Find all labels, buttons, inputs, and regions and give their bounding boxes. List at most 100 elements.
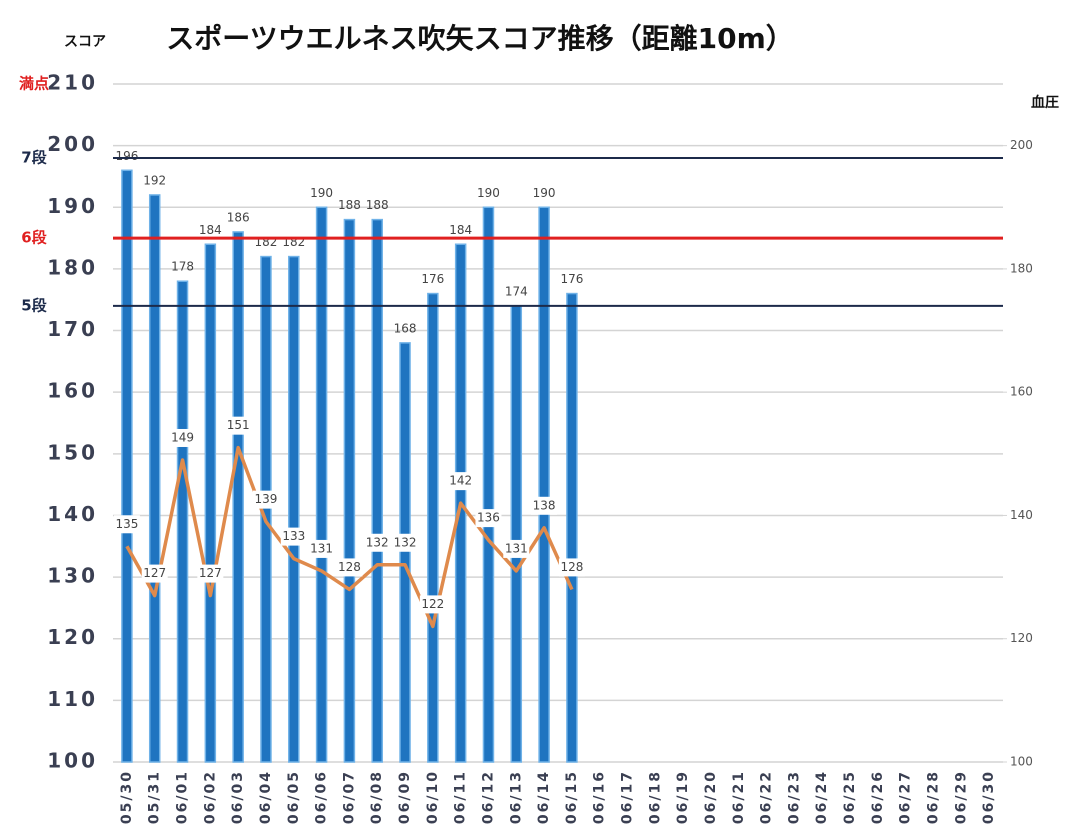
y-tick-label: 150 [47, 440, 98, 464]
y-tick-label: 160 [47, 379, 98, 403]
line-value-label: 127 [199, 566, 222, 580]
line-value-label: 127 [143, 566, 166, 580]
bar-value-label: 190 [477, 186, 500, 200]
line-label-box [531, 496, 558, 515]
x-tick-label: 05/31 [147, 770, 163, 824]
bar [510, 305, 523, 763]
x-tick-label: 06/26 [870, 770, 886, 824]
y-tick-label: 210 [47, 71, 98, 95]
x-tick-label: 06/11 [453, 770, 469, 824]
x-tick-label: 06/08 [369, 770, 385, 824]
x-tick-label: 06/17 [620, 770, 636, 824]
x-tick-label: 06/27 [898, 770, 914, 824]
line-value-label: 138 [533, 498, 556, 512]
line-label-box [113, 515, 140, 534]
bar-value-label: 184 [199, 223, 222, 237]
line-value-label: 128 [338, 560, 361, 574]
x-tick-label: 06/01 [175, 770, 191, 824]
y-tick-label: 120 [47, 625, 98, 649]
line-value-label: 135 [115, 517, 138, 531]
y-tick-label: 170 [47, 317, 98, 341]
y-axis-label: スコア [64, 34, 106, 50]
bar [204, 243, 217, 763]
y2-tick-label: 100 [1010, 755, 1033, 769]
bar [148, 194, 161, 763]
reference-label: 満点 [19, 75, 49, 93]
y2-tick-label: 140 [1010, 508, 1033, 522]
reference-label: 7段 [21, 148, 46, 166]
bar [371, 218, 383, 763]
line-value-label: 149 [171, 430, 194, 444]
line-value-label: 128 [560, 560, 583, 574]
line-label-box [169, 428, 196, 447]
bar [176, 280, 189, 763]
y-tick-label: 190 [47, 194, 98, 218]
line-label-box [308, 539, 335, 558]
line-value-label: 133 [282, 529, 305, 543]
x-tick-label: 06/25 [842, 770, 858, 824]
x-tick-label: 06/07 [341, 770, 357, 824]
bar [399, 342, 411, 763]
y2-tick-label: 200 [1010, 138, 1033, 152]
line-label-box [558, 558, 585, 577]
x-tick-label: 06/12 [480, 770, 496, 824]
line-label-box [336, 558, 363, 577]
y-tick-label: 130 [47, 564, 98, 588]
reference-label: 5段 [21, 296, 46, 314]
line-value-label: 139 [255, 492, 278, 506]
x-tick-label: 05/30 [119, 770, 135, 824]
bar [288, 255, 300, 763]
x-tick-label: 06/28 [925, 770, 941, 824]
x-tick-label: 06/13 [508, 770, 524, 824]
line-value-label: 132 [394, 535, 417, 549]
bar-value-label: 176 [560, 272, 583, 286]
line-label-box [225, 416, 252, 435]
bar [343, 218, 356, 763]
x-tick-label: 06/06 [314, 770, 330, 824]
x-tick-label: 06/09 [397, 770, 413, 824]
x-tick-label: 06/19 [675, 770, 691, 824]
x-tick-label: 06/10 [425, 770, 441, 824]
bar-value-label: 168 [394, 321, 417, 335]
x-tick-label: 06/16 [592, 770, 608, 824]
line-label-box [503, 539, 530, 558]
line-label-box [197, 564, 224, 583]
bar [482, 206, 495, 763]
x-tick-label: 06/20 [703, 770, 719, 824]
bar [566, 292, 578, 763]
bar-value-label: 184 [449, 223, 472, 237]
y2-tick-label: 160 [1010, 385, 1033, 399]
x-tick-label: 06/23 [786, 770, 802, 824]
line-label-box [392, 533, 419, 552]
bar [538, 206, 550, 763]
bar [427, 292, 439, 763]
x-tick-label: 06/29 [953, 770, 969, 824]
line-label-box [364, 533, 391, 552]
y-tick-label: 110 [47, 687, 98, 711]
x-tick-label: 06/04 [258, 770, 274, 824]
line-value-label: 122 [421, 597, 444, 611]
x-tick-label: 06/22 [759, 770, 775, 824]
x-tick-label: 06/15 [564, 770, 580, 824]
x-tick-label: 06/21 [731, 770, 747, 824]
line-label-box [280, 527, 307, 546]
line-label-box [252, 490, 279, 509]
bar-value-label: 188 [366, 198, 389, 212]
bar-value-label: 188 [338, 198, 361, 212]
line-label-box [141, 564, 168, 583]
line-value-label: 151 [227, 418, 250, 432]
bar-value-label: 190 [310, 186, 333, 200]
y2-tick-label: 120 [1010, 631, 1033, 645]
y2-tick-label: 180 [1010, 261, 1033, 275]
line-value-label: 131 [310, 541, 333, 555]
bar-value-label: 174 [505, 284, 528, 298]
line-value-label: 132 [366, 535, 389, 549]
bar-value-label: 196 [115, 149, 138, 163]
bar-value-label: 192 [143, 173, 166, 187]
x-tick-label: 06/05 [286, 770, 302, 824]
x-tick-label: 06/02 [202, 770, 218, 824]
y2-axis-label: 血圧 [1031, 94, 1059, 111]
reference-label: 6段 [21, 229, 46, 247]
